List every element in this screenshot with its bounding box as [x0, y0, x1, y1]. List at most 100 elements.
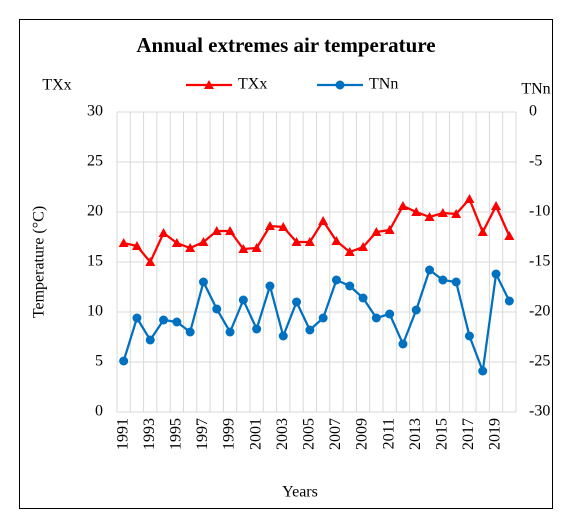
- data-point: [411, 305, 421, 315]
- data-point: [491, 201, 502, 210]
- data-point: [438, 275, 448, 285]
- data-point: [504, 231, 515, 240]
- y-tick-label: 25: [87, 153, 103, 170]
- data-point: [185, 327, 195, 337]
- y2-tick-label: -30: [529, 403, 550, 420]
- legend-marker: [204, 80, 214, 89]
- data-point: [252, 324, 262, 334]
- data-point: [185, 243, 196, 252]
- x-tick-label: 2013: [407, 418, 424, 450]
- x-tick-label: 1999: [221, 418, 238, 450]
- data-point: [238, 244, 249, 253]
- data-point: [478, 366, 488, 376]
- y2-tick-label: -20: [529, 303, 550, 320]
- data-point: [451, 277, 461, 287]
- data-point: [371, 313, 381, 323]
- data-point: [225, 327, 235, 337]
- chart-frame: [19, 19, 553, 509]
- data-point: [278, 331, 288, 341]
- data-point: [397, 201, 408, 210]
- chart-title: Annual extremes air temperature: [136, 33, 435, 57]
- data-point: [331, 236, 342, 245]
- legend-label: TXx: [238, 76, 267, 93]
- data-point: [451, 209, 462, 218]
- x-tick-label: 2009: [354, 418, 371, 450]
- data-point: [384, 225, 395, 234]
- data-point: [371, 227, 382, 236]
- data-point: [318, 216, 329, 225]
- data-point: [385, 309, 395, 319]
- data-point: [358, 293, 368, 303]
- data-point: [132, 313, 142, 323]
- data-point: [145, 257, 156, 266]
- data-point: [212, 304, 222, 314]
- x-tick-label: 2019: [487, 418, 504, 450]
- y-tick-label: 20: [87, 203, 103, 220]
- data-point: [291, 237, 302, 246]
- x-tick-label: 1993: [141, 418, 158, 450]
- x-tick-label: 2015: [434, 418, 451, 450]
- data-point: [477, 227, 488, 236]
- data-point: [424, 212, 435, 221]
- data-point: [425, 265, 435, 275]
- x-tick-label: 2017: [460, 418, 477, 450]
- data-point: [264, 221, 275, 230]
- data-point: [318, 313, 328, 323]
- data-point: [198, 277, 208, 287]
- y2-tick-label: -15: [529, 253, 550, 270]
- y2-tick-label: -25: [529, 353, 550, 370]
- y2-tick-label: 0: [529, 103, 537, 120]
- data-point: [437, 208, 448, 217]
- data-point: [145, 335, 155, 345]
- legend-label: TNn: [369, 76, 398, 93]
- data-point: [398, 339, 408, 349]
- y-tick-label: 0: [95, 403, 103, 420]
- data-point: [211, 226, 222, 235]
- data-point: [118, 238, 129, 247]
- data-point: [171, 238, 182, 247]
- x-tick-label: 1997: [194, 418, 211, 450]
- x-tick-label: 1995: [168, 418, 185, 450]
- data-point: [131, 241, 142, 250]
- y-tick-label: 5: [95, 353, 103, 370]
- data-point: [304, 237, 315, 246]
- data-point: [158, 228, 169, 237]
- data-point: [331, 275, 341, 285]
- data-point: [305, 325, 315, 335]
- data-point: [345, 281, 355, 291]
- data-point: [159, 315, 169, 325]
- data-point: [344, 247, 355, 256]
- data-point: [278, 222, 289, 231]
- data-point: [198, 237, 209, 246]
- y-top-label: TXx: [42, 77, 71, 94]
- data-point: [358, 242, 369, 251]
- y-tick-label: 30: [87, 103, 103, 120]
- data-point: [251, 243, 262, 252]
- data-point: [464, 331, 474, 341]
- x-tick-label: 1991: [114, 418, 131, 450]
- y-tick-label: 15: [87, 253, 103, 270]
- data-point: [225, 226, 236, 235]
- y2-tick-label: -5: [529, 153, 542, 170]
- data-point: [172, 317, 182, 327]
- data-point: [265, 281, 275, 291]
- x-tick-label: 2005: [301, 418, 318, 450]
- data-point: [464, 194, 475, 203]
- x-tick-label: 2001: [247, 418, 264, 450]
- data-point: [491, 269, 501, 279]
- data-point: [411, 207, 422, 216]
- data-point: [238, 295, 248, 305]
- data-point: [292, 297, 302, 307]
- x-tick-label: 2003: [274, 418, 291, 450]
- x-axis-title: Years: [282, 484, 318, 501]
- x-tick-label: 2011: [380, 418, 397, 449]
- y2-top-label: TNn: [521, 81, 550, 98]
- y2-tick-label: -10: [529, 203, 550, 220]
- legend-marker: [335, 80, 345, 90]
- y-axis-title: Temperature (°C): [31, 206, 48, 318]
- data-point: [119, 356, 129, 366]
- y-tick-label: 10: [87, 303, 103, 320]
- data-point: [504, 296, 514, 306]
- x-tick-label: 2007: [327, 418, 344, 450]
